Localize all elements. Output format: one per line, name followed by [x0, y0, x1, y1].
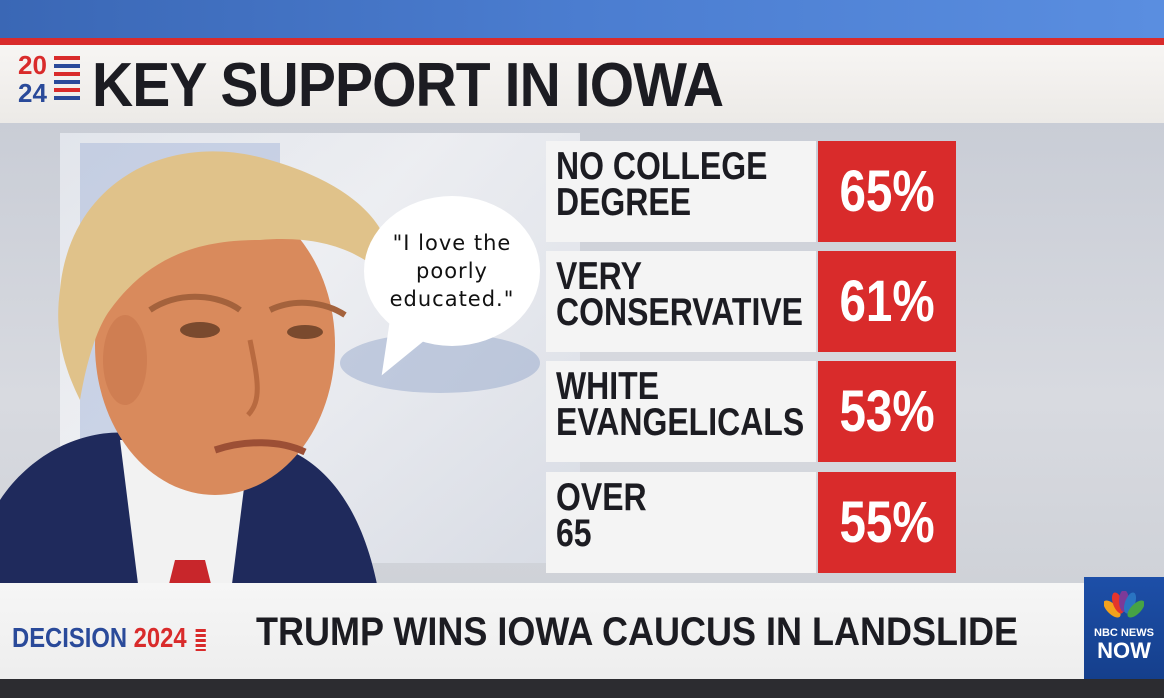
support-label-line1: VERY	[556, 255, 642, 298]
peacock-icon	[1104, 591, 1144, 618]
speech-bubble-text: "I love the poorly educated."	[389, 231, 515, 311]
support-label-line2: DEGREE	[556, 181, 692, 224]
candidate-portrait	[0, 151, 392, 600]
top-blue-band	[0, 0, 1164, 40]
speech-bubble: "I love the poorly educated."	[364, 196, 540, 346]
decision-label: DECISION	[12, 622, 128, 653]
support-label: NO COLLEGE DEGREE	[556, 145, 768, 224]
support-label-box: VERY CONSERVATIVE	[546, 251, 816, 352]
support-percent-box: 65%	[818, 141, 956, 242]
logo-year-top: 20	[18, 50, 47, 80]
support-label: VERY CONSERVATIVE	[556, 255, 804, 334]
support-label-line2: 65	[556, 512, 592, 555]
support-label-line2: EVANGELICALS	[556, 401, 805, 444]
bottom-strip	[0, 679, 1164, 698]
support-label-line1: WHITE	[556, 365, 660, 408]
support-label-box: OVER 65	[546, 472, 816, 573]
support-label-box: NO COLLEGE DEGREE	[546, 141, 816, 242]
logo-year-bottom: 24	[18, 78, 47, 108]
support-percent: 65%	[839, 159, 935, 224]
support-row: VERY CONSERVATIVE 61%	[546, 251, 956, 352]
support-label-line1: NO COLLEGE	[556, 145, 768, 188]
support-percent-box: 53%	[818, 361, 956, 462]
support-percent: 61%	[839, 269, 935, 334]
support-percent: 55%	[839, 490, 935, 555]
support-label-line2: CONSERVATIVE	[556, 291, 804, 334]
election-2024-logo: 20 24	[18, 52, 84, 112]
support-label: OVER 65	[556, 476, 768, 555]
ticker-headline: TRUMP WINS IOWA CAUCUS IN LANDSLIDE	[256, 610, 1019, 654]
support-percent: 53%	[839, 379, 935, 444]
header-bar	[0, 45, 1164, 123]
decision-2024-logo: DECISION 2024	[12, 618, 206, 658]
network-name: NBC NEWS	[1094, 627, 1154, 639]
network-logo: NBC NEWS NOW	[1084, 577, 1164, 679]
support-percent-box: 61%	[818, 251, 956, 352]
flag-stripes-icon	[54, 56, 80, 108]
support-label-line1: OVER	[556, 476, 647, 519]
lower-third-ticker	[0, 583, 1164, 698]
support-label-box: WHITE EVANGELICALS	[546, 361, 816, 462]
flag-stripes-icon	[195, 628, 206, 651]
support-label: WHITE EVANGELICALS	[556, 365, 805, 444]
support-row: WHITE EVANGELICALS 53%	[546, 361, 956, 462]
red-rule	[0, 38, 1164, 45]
support-row: OVER 65 55%	[546, 472, 956, 573]
network-product: NOW	[1097, 638, 1151, 663]
support-percent-box: 55%	[818, 472, 956, 573]
support-row: NO COLLEGE DEGREE 65%	[546, 141, 956, 242]
graphic-title: KEY SUPPORT IN IOWA	[92, 51, 724, 120]
decision-year: 2024	[133, 622, 187, 653]
